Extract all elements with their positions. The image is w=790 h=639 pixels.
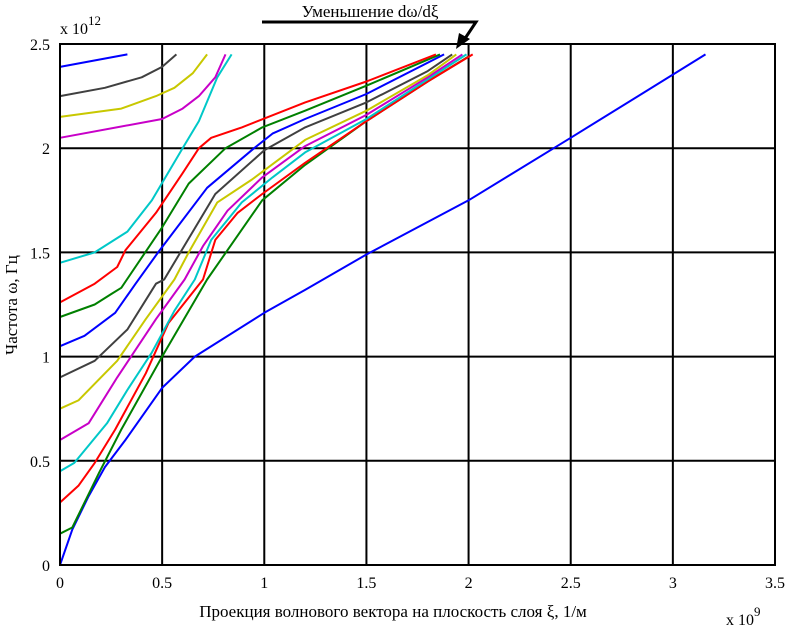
y-tick-label: 1.5	[30, 245, 50, 262]
y-tick-labels: 0 0.5 1 1.5 2 2.5	[30, 37, 50, 575]
x-tick-label: 3.5	[765, 575, 785, 592]
series-line-yellow-2.15	[59, 53, 208, 118]
y-exponent: 12	[88, 13, 101, 28]
x-axis-label: Проекция волнового вектора на плоскость …	[199, 602, 587, 621]
x-exponent: 9	[754, 604, 761, 619]
x-tick-label: 2	[465, 575, 473, 592]
x-tick-label: 1.5	[356, 575, 376, 592]
y-tick-label: 1	[42, 350, 50, 367]
data-series	[59, 53, 707, 566]
x-tick-label: 0.5	[152, 575, 172, 592]
x-tick-label: 3	[669, 575, 677, 592]
y-tick-label: 0.5	[30, 454, 50, 471]
annotation-text: Уменьшение dω/dξ	[302, 2, 439, 21]
series-line-gray-0.9	[59, 53, 453, 379]
y-tick-label: 0	[42, 558, 50, 575]
series-line-blue-2.4	[59, 53, 128, 68]
annotation-arrow: Уменьшение dω/dξ	[262, 2, 479, 49]
series-line-blue-1.05	[59, 53, 445, 348]
series-line-magenta-0.6	[59, 53, 463, 441]
x-multiplier: x 109	[726, 604, 761, 629]
series-line-red-1.25	[59, 53, 437, 304]
x-tick-label: 1	[260, 575, 268, 592]
y-tick-label: 2.5	[30, 37, 50, 54]
series-line-cyan-0.45	[59, 53, 468, 473]
series-line-green-1.2	[59, 53, 441, 318]
x-tick-label: 0	[56, 575, 64, 592]
y-tick-label: 2	[42, 141, 50, 158]
x-tick-label: 2.5	[561, 575, 581, 592]
y-axis-label: Частота ω, Гц	[2, 255, 21, 355]
series-line-magenta-2.05	[59, 53, 227, 139]
series-line-cyan-1.45	[59, 53, 233, 264]
plot-frame	[59, 43, 776, 566]
x-tick-labels: 0 0.5 1 1.5 2 2.5 3 3.5	[56, 575, 785, 592]
series-line-gray-2.25	[59, 53, 178, 98]
series-line-blue-0	[59, 53, 707, 566]
arrow-line	[262, 20, 479, 41]
y-multiplier: x 1012	[60, 13, 101, 38]
arrow-head-icon	[456, 33, 470, 49]
series-line-yellow-0.75	[59, 53, 457, 410]
series-line-red-0.3	[59, 53, 474, 504]
